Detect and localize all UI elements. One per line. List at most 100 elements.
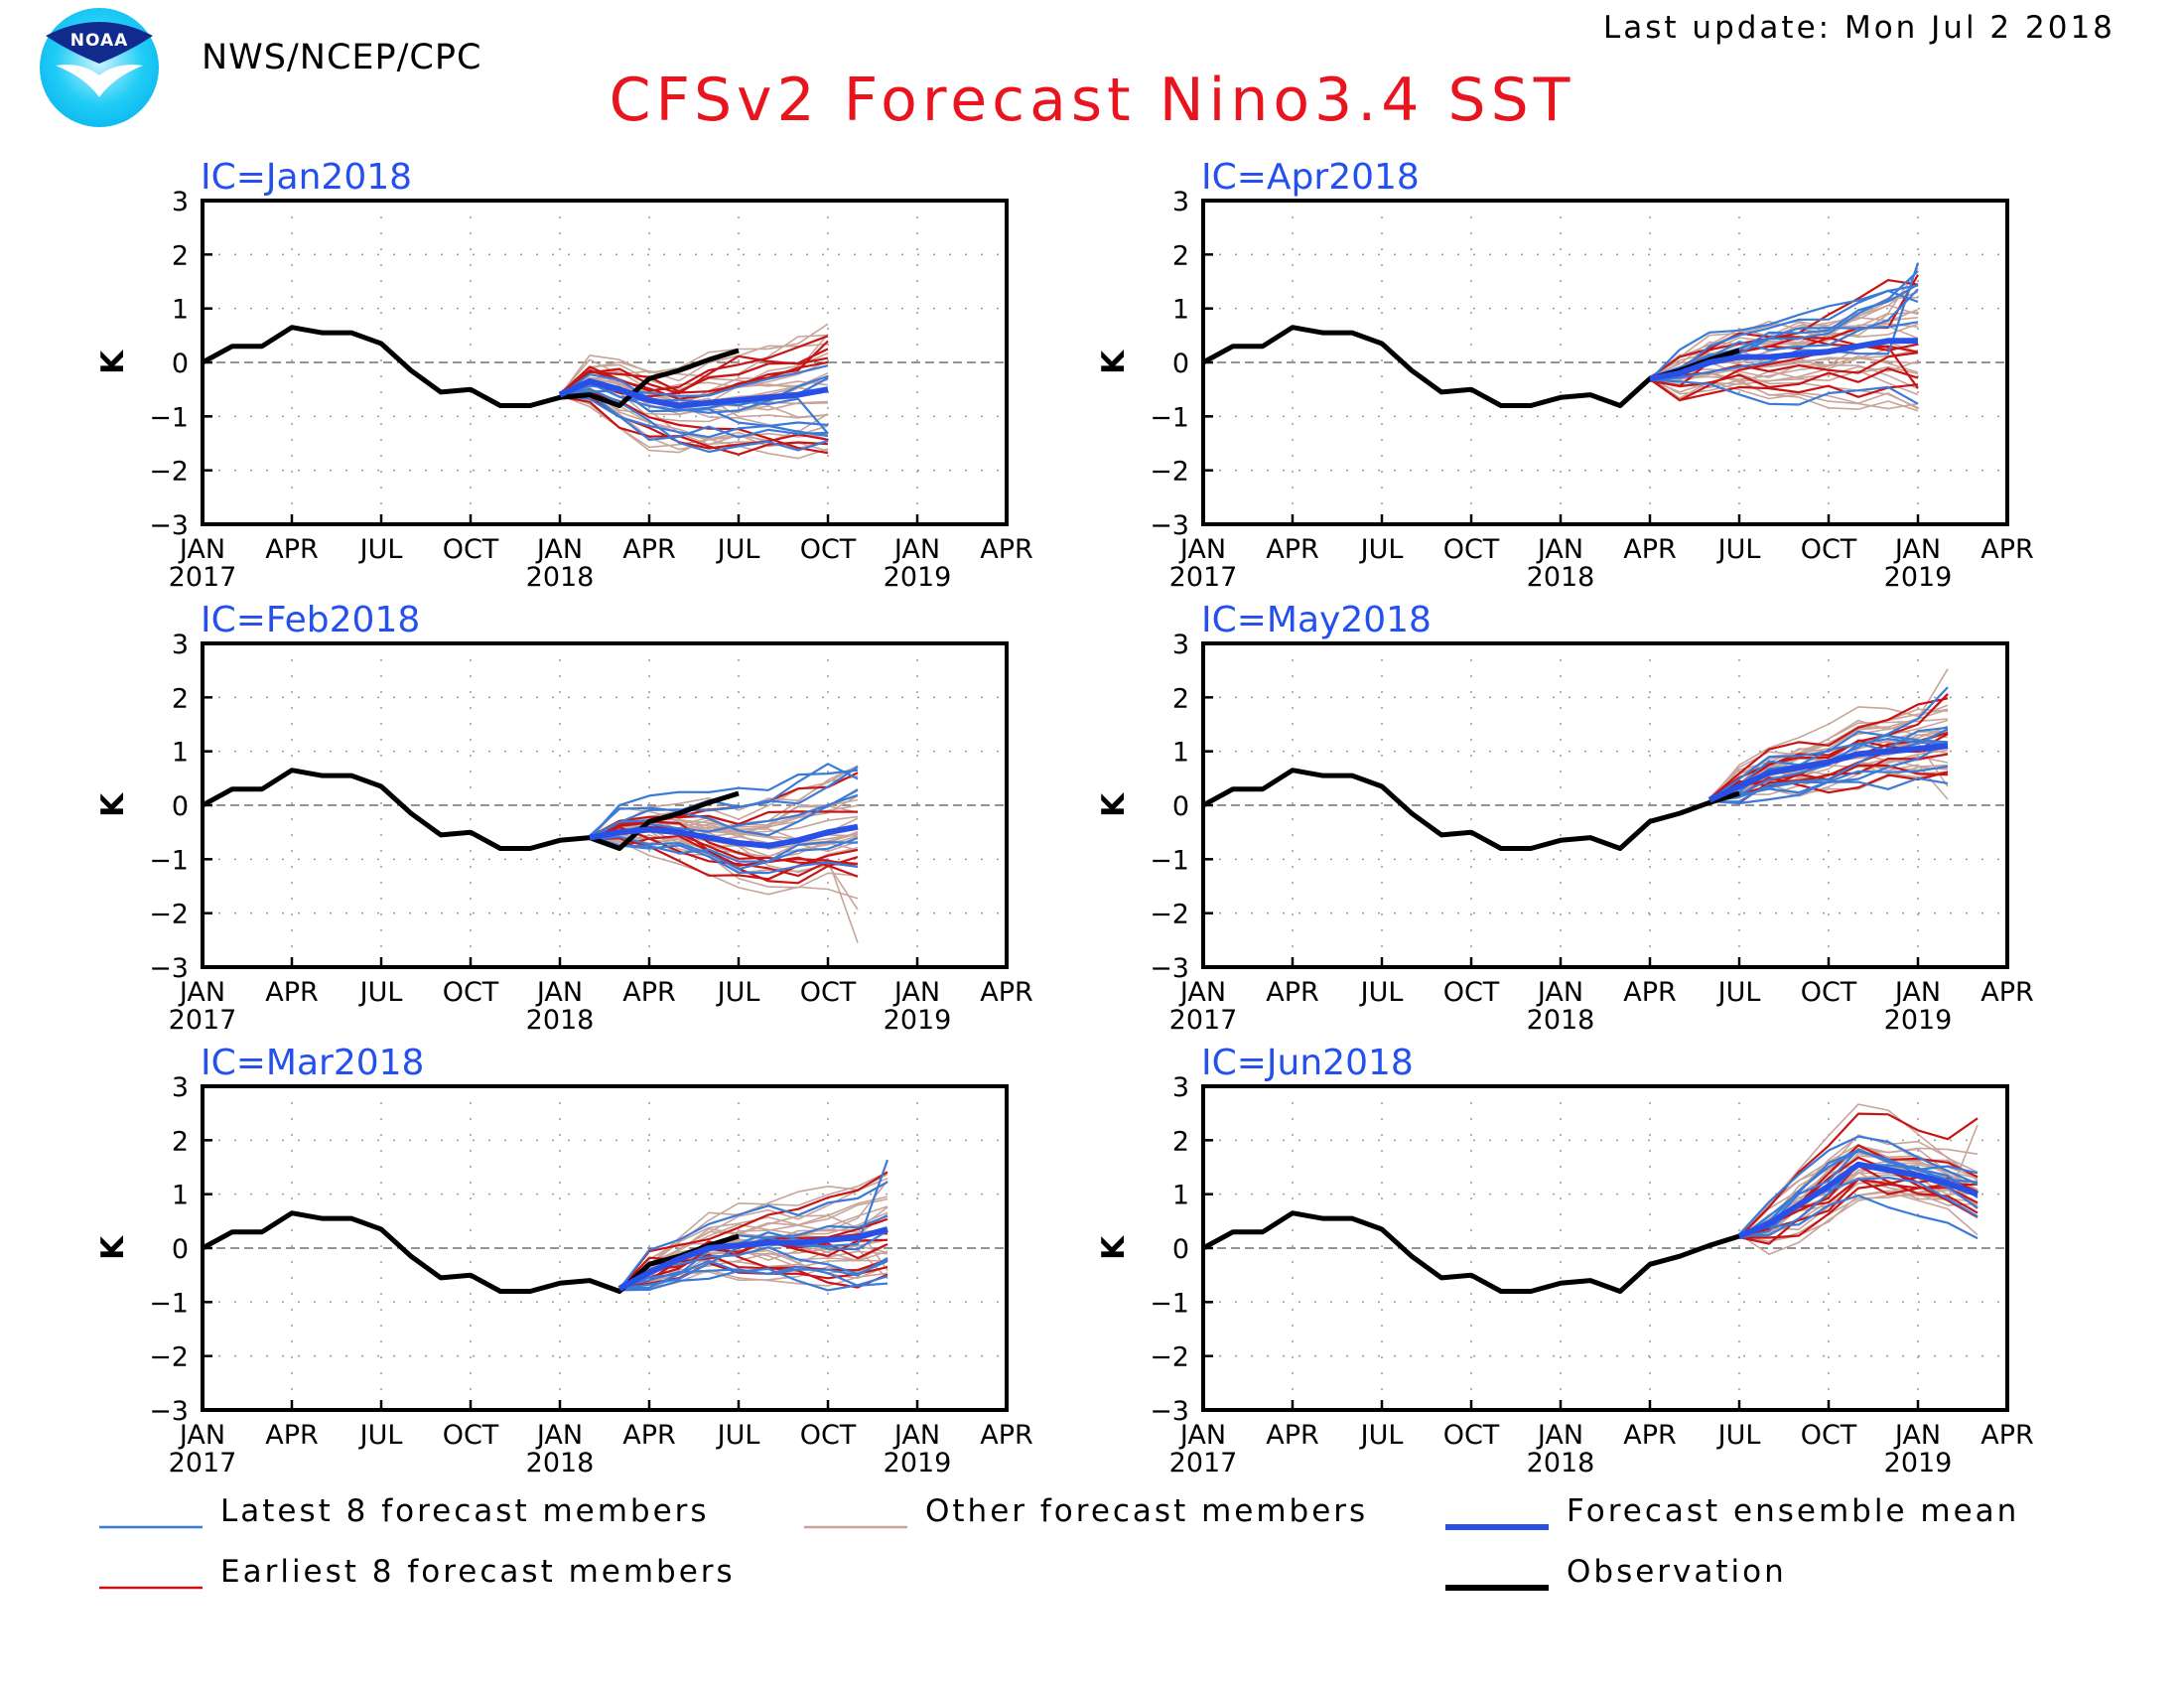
observation-line [1201, 325, 1740, 408]
member-other [1738, 1195, 1979, 1255]
member-earliest [589, 810, 859, 838]
x-tick-label: APR [265, 977, 319, 1008]
x-year-label: 2017 [1169, 1448, 1238, 1478]
member-earliest [559, 354, 829, 395]
x-tick-label: APR [1623, 1420, 1677, 1451]
noaa-logo: NOAA [40, 8, 159, 127]
x-tick-label: OCT [1443, 977, 1500, 1008]
y-tick-label: 0 [172, 349, 189, 379]
legend-label-mean: Forecast ensemble mean [1567, 1493, 2019, 1529]
x-year-label: 2019 [1884, 562, 1953, 593]
member-other [1649, 321, 1919, 378]
panel-ic-apr2018 [1201, 199, 2009, 526]
y-tick-label: −3 [149, 510, 189, 541]
x-tick-label: JAN [1893, 1420, 1941, 1451]
legend-label-latest: Latest 8 forecast members [220, 1493, 710, 1529]
y-tick-label: −3 [149, 1396, 189, 1427]
y-tick-label: −1 [1150, 845, 1189, 876]
member-latest [1649, 378, 1919, 406]
y-axis-label: K [1096, 792, 1132, 817]
x-year-label: 2018 [526, 1005, 595, 1036]
x-tick-label: OCT [1443, 534, 1500, 565]
x-tick-label: OCT [443, 977, 499, 1008]
member-latest [1708, 776, 1949, 805]
x-year-label: 2017 [1169, 562, 1238, 593]
x-tick-label: JAN [535, 1420, 583, 1451]
member-other [1649, 372, 1919, 412]
x-tick-label: OCT [1801, 1420, 1857, 1451]
x-tick-label: JUL [716, 977, 760, 1008]
member-earliest [1738, 1112, 1979, 1238]
member-latest [1708, 730, 1949, 801]
y-tick-label: 2 [172, 240, 189, 271]
x-tick-label: APR [980, 1420, 1033, 1451]
panel-ic-may2018 [1201, 641, 2009, 969]
x-tick-label: JUL [1716, 534, 1761, 565]
x-tick-label: OCT [443, 1420, 499, 1451]
panel-label: IC=Jan2018 [201, 157, 412, 198]
x-tick-label: JUL [1716, 977, 1761, 1008]
y-tick-label: −2 [149, 457, 189, 488]
member-earliest [1708, 697, 1949, 800]
x-year-label: 2017 [1169, 1005, 1238, 1036]
noaa-logo-text: NOAA [70, 31, 129, 51]
x-tick-label: JUL [1716, 1420, 1761, 1451]
x-tick-label: JUL [716, 534, 760, 565]
x-tick-label: JUL [1359, 1420, 1404, 1451]
y-tick-label: 3 [172, 1072, 189, 1103]
ensemble-mean-line [589, 823, 859, 849]
y-tick-label: −2 [1150, 1342, 1189, 1373]
member-earliest [1738, 1183, 1979, 1239]
member-earliest [589, 837, 859, 878]
y-axis-label: K [1096, 350, 1132, 374]
member-latest [559, 394, 829, 439]
x-year-label: 2017 [169, 1448, 237, 1478]
member-latest [1708, 726, 1949, 803]
x-year-label: 2019 [1884, 1448, 1953, 1478]
member-latest [618, 1181, 888, 1290]
y-tick-label: −2 [149, 900, 189, 930]
y-tick-label: 2 [172, 1126, 189, 1157]
y-tick-label: −1 [149, 845, 189, 876]
member-latest [559, 387, 829, 454]
x-tick-label: OCT [1443, 1420, 1500, 1451]
y-tick-label: 1 [172, 738, 189, 769]
panel-ic-feb2018 [201, 641, 1009, 969]
y-tick-label: −2 [1150, 457, 1189, 488]
member-latest [589, 835, 859, 875]
x-tick-label: JAN [1536, 1420, 1583, 1451]
x-tick-label: APR [265, 534, 319, 565]
y-tick-label: −2 [1150, 900, 1189, 930]
x-tick-label: JUL [716, 1420, 760, 1451]
y-tick-label: 1 [1172, 295, 1189, 326]
y-tick-label: −3 [149, 953, 189, 984]
panel-label: IC=May2018 [1201, 600, 1432, 640]
y-tick-label: 0 [172, 1234, 189, 1265]
member-earliest [559, 360, 829, 400]
observation-line [201, 325, 740, 408]
member-latest [559, 392, 829, 441]
x-tick-label: JAN [1178, 977, 1226, 1008]
member-latest [1738, 1194, 1979, 1240]
panel-label: IC=Jun2018 [1201, 1043, 1414, 1083]
x-year-label: 2017 [169, 1005, 237, 1036]
x-year-label: 2018 [1527, 1005, 1595, 1036]
ensemble-mean-line [1707, 743, 1949, 803]
y-tick-label: −2 [149, 1342, 189, 1373]
member-latest [589, 763, 859, 837]
x-tick-label: APR [622, 1420, 676, 1451]
ensemble-mean-line [1737, 1161, 1979, 1239]
member-other [589, 787, 859, 841]
x-tick-label: JAN [1178, 534, 1226, 565]
x-tick-label: JAN [1893, 534, 1941, 565]
x-tick-label: APR [1623, 534, 1677, 565]
x-tick-label: JAN [1536, 977, 1583, 1008]
member-earliest [1649, 367, 1919, 389]
panel-ic-jan2018 [201, 199, 1009, 526]
org-label: NWS/NCEP/CPC [202, 38, 482, 77]
member-latest [589, 835, 859, 871]
x-tick-label: JUL [358, 1420, 403, 1451]
x-tick-label: APR [980, 534, 1033, 565]
y-tick-label: 1 [1172, 738, 1189, 769]
member-latest [618, 1259, 888, 1292]
